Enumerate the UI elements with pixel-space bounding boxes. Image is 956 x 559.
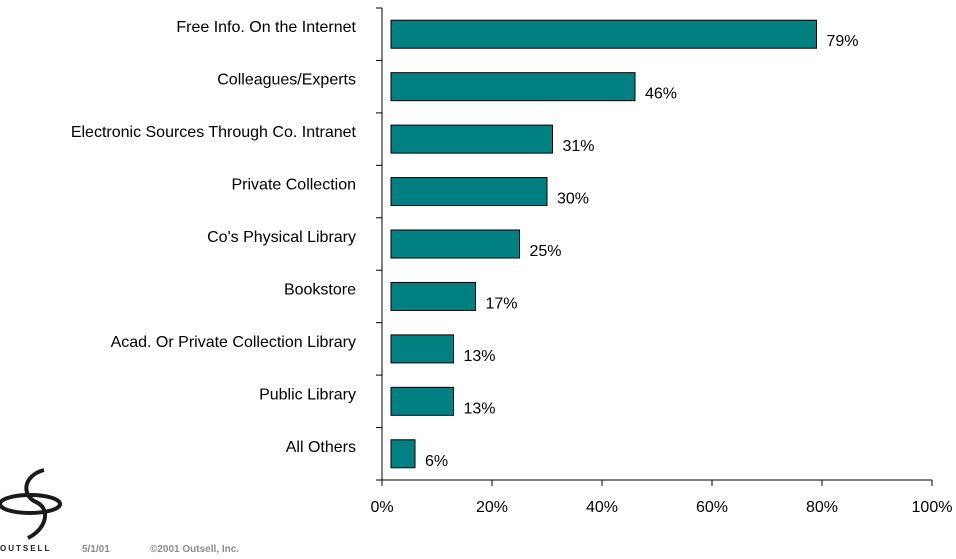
value-label: 17%: [486, 295, 518, 312]
bar: [390, 124, 553, 154]
category-label: Electronic Sources Through Co. Intranet: [71, 124, 357, 141]
category-label: Free Info. On the Internet: [176, 19, 356, 36]
bar: [390, 281, 476, 311]
value-label: 79%: [827, 33, 859, 50]
category-label: Bookstore: [284, 281, 356, 298]
x-tick-label: 100%: [912, 499, 953, 516]
value-label: 13%: [464, 348, 496, 365]
footer-date: 5/1/01: [82, 544, 110, 555]
value-label: 46%: [645, 86, 677, 103]
bar: [390, 229, 520, 259]
category-label: Acad. Or Private Collection Library: [111, 334, 356, 351]
category-label: Public Library: [259, 386, 356, 403]
value-label: 25%: [530, 243, 562, 260]
bar: [390, 19, 817, 49]
x-tick-label: 60%: [696, 499, 728, 516]
category-label: All Others: [286, 439, 356, 456]
value-label: 30%: [557, 191, 589, 208]
bar: [390, 334, 454, 364]
value-label: 31%: [563, 138, 595, 155]
x-tick-label: 40%: [586, 499, 618, 516]
bar: [390, 386, 454, 416]
category-label: Co's Physical Library: [207, 229, 356, 246]
brand-name: OUTSELL: [0, 544, 52, 553]
bar: [390, 177, 548, 207]
value-label: 13%: [464, 400, 496, 417]
category-label: Private Collection: [232, 177, 357, 194]
x-tick-label: 20%: [476, 499, 508, 516]
x-tick-label: 0%: [370, 499, 393, 516]
footer-copyright: ©2001 Outsell, Inc.: [150, 544, 240, 555]
bar: [390, 439, 416, 469]
outsell-logo: [0, 468, 62, 540]
category-label: Colleagues/Experts: [217, 72, 356, 89]
bar: [390, 72, 636, 102]
x-tick-label: 80%: [806, 499, 838, 516]
value-label: 6%: [425, 453, 448, 470]
